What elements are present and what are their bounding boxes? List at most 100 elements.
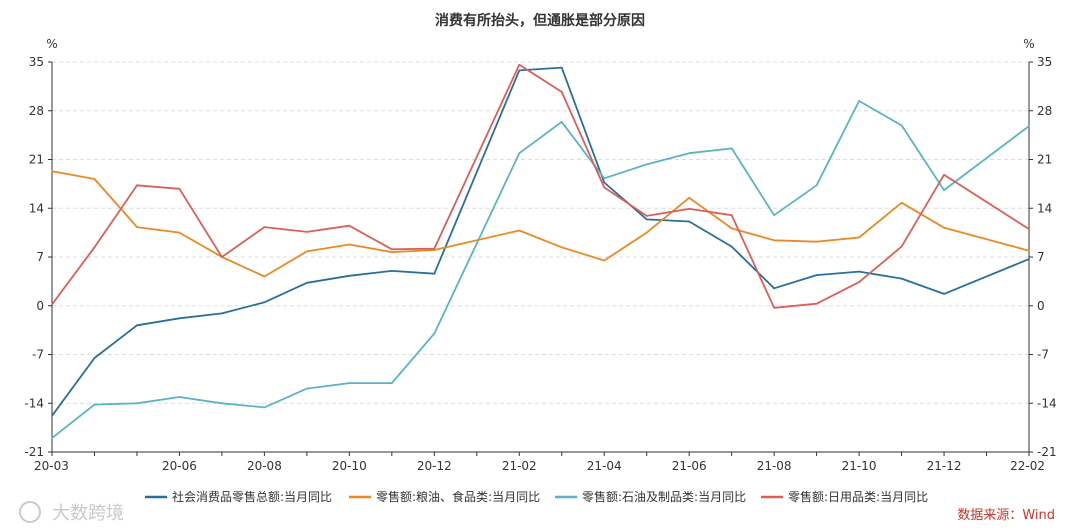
data-point <box>730 214 733 216</box>
x-tick-label: 21-02 <box>502 459 537 473</box>
data-point <box>603 259 605 262</box>
data-point <box>1028 228 1030 230</box>
y-tick-label-right: 35 <box>1037 55 1052 69</box>
x-tick-label: 20-10 <box>332 459 367 473</box>
series-line-4 <box>51 63 1030 309</box>
data-point <box>433 249 436 251</box>
y-tick-label-left: 35 <box>29 55 44 69</box>
data-point <box>1028 125 1030 127</box>
y-tick-label-left: 28 <box>29 104 44 118</box>
data-point <box>560 66 563 69</box>
data-point <box>688 152 690 154</box>
x-tick-label: 20-03 <box>34 459 69 473</box>
grid-lines <box>52 61 1029 404</box>
source-note: 数据来源：Wind <box>957 508 1055 523</box>
data-point <box>815 302 818 305</box>
data-point <box>93 178 96 180</box>
data-point <box>1028 258 1030 260</box>
data-point <box>348 224 351 227</box>
data-point <box>93 246 96 249</box>
data-point <box>136 324 138 327</box>
data-point <box>306 231 308 233</box>
y-tick-label-left: 0 <box>36 299 44 313</box>
series-line-3 <box>51 100 1030 439</box>
data-point <box>900 277 903 280</box>
data-point <box>348 382 351 384</box>
data-point <box>858 281 860 283</box>
data-point <box>688 220 690 223</box>
x-tick-label: 20-12 <box>417 459 452 473</box>
data-point <box>178 396 181 398</box>
data-point <box>348 243 351 246</box>
x-tick-label: 21-10 <box>842 459 877 473</box>
y-tick-label-right: 21 <box>1037 153 1052 167</box>
data-point <box>730 245 733 248</box>
data-point <box>518 152 521 154</box>
series-lines <box>51 63 1030 439</box>
data-point <box>900 245 903 248</box>
data-point <box>773 239 775 242</box>
data-point <box>645 218 648 221</box>
data-point <box>645 163 648 166</box>
y-tick-label-right: 28 <box>1037 104 1052 118</box>
data-point <box>858 236 860 239</box>
x-tick-label: 20-08 <box>247 459 282 473</box>
y-axis-right-unit: % <box>1023 37 1034 51</box>
legend-label: 零售额:日用品类:当月同比 <box>788 489 928 504</box>
data-point <box>858 270 860 273</box>
data-point <box>688 197 690 199</box>
data-point <box>730 227 733 230</box>
y-tick-label-right: 7 <box>1037 250 1045 264</box>
x-tick-label: 20-06 <box>162 459 197 473</box>
data-point <box>645 215 648 217</box>
data-point <box>645 231 648 234</box>
y-axis-left-unit: % <box>46 37 57 51</box>
x-tick-label: 21-08 <box>757 459 792 473</box>
watermark-text: 大数跨境 <box>52 503 124 524</box>
x-tick-label: 21-06 <box>672 459 707 473</box>
data-point <box>943 174 945 176</box>
y-tick-label-left: -7 <box>32 348 44 362</box>
data-point <box>518 229 521 232</box>
data-point <box>773 307 775 309</box>
data-point <box>560 246 563 249</box>
data-point <box>178 317 181 320</box>
data-point <box>730 147 733 150</box>
data-point <box>221 402 223 405</box>
watermark: 大数跨境 <box>19 501 124 524</box>
data-point <box>93 357 96 359</box>
y-tick-label-right: -14 <box>1037 396 1057 410</box>
data-point <box>603 177 605 180</box>
y-tick-label-left: 14 <box>29 201 44 215</box>
data-point <box>136 184 138 187</box>
chart-title: 消费有所抬头，但通胀是部分原因 <box>435 12 645 29</box>
y-tick-label-right: -21 <box>1037 445 1057 459</box>
data-point <box>136 402 138 405</box>
data-point <box>433 272 436 275</box>
series-line-2 <box>51 170 1030 278</box>
data-point <box>858 100 860 102</box>
data-point <box>900 201 903 204</box>
data-point <box>391 382 393 384</box>
y-tick-label-left: 7 <box>36 250 44 264</box>
data-point <box>263 226 266 228</box>
data-point <box>136 226 138 228</box>
data-point <box>688 208 690 210</box>
legend-label: 零售额:粮油、食品类:当月同比 <box>376 489 540 504</box>
y-tick-label-left: 21 <box>29 153 44 167</box>
y-tick-label-right: 14 <box>1037 201 1052 215</box>
series-line-1 <box>51 66 1030 417</box>
x-tick-label: 22-02 <box>1010 459 1045 473</box>
data-point <box>560 121 563 123</box>
y-tick-label-right: -7 <box>1037 348 1049 362</box>
legend-label: 社会消费品零售总额:当月同比 <box>172 489 332 504</box>
data-point <box>306 250 308 253</box>
data-point <box>391 251 393 253</box>
data-point <box>518 64 521 66</box>
data-point <box>263 275 266 278</box>
x-tick-label: 21-12 <box>927 459 962 473</box>
data-point <box>391 248 393 251</box>
y-tick-label-left: -14 <box>24 396 44 410</box>
